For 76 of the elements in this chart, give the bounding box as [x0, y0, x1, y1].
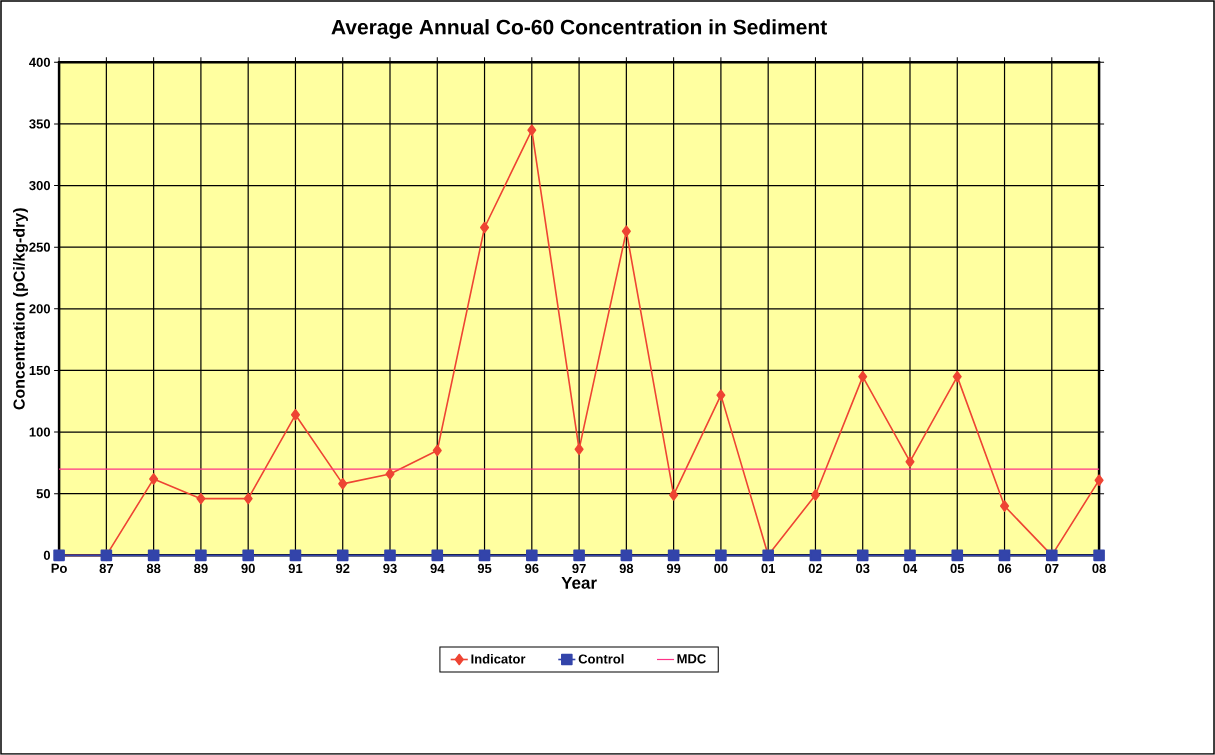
x-tick-label: 88 — [146, 563, 161, 574]
y-tick-label: 250 — [29, 242, 51, 252]
y-tick-label: 100 — [29, 427, 51, 437]
point — [998, 549, 1011, 562]
point — [951, 549, 964, 562]
point — [384, 549, 396, 562]
point — [715, 549, 727, 562]
point — [242, 549, 254, 562]
x-tick-label: 93 — [383, 563, 397, 574]
point — [385, 468, 395, 480]
y-tick-label: 50 — [36, 489, 51, 499]
point — [290, 409, 300, 421]
point — [527, 124, 537, 136]
y-tick-label: 150 — [29, 365, 51, 376]
y-tick-label: 0 — [43, 550, 51, 560]
x-tick-label: 91 — [288, 563, 303, 574]
point — [1093, 549, 1105, 562]
point — [147, 549, 160, 562]
legend-label: Control — [578, 654, 624, 664]
y-axis-title: Concentration (pCi/kg-dry) — [13, 208, 28, 410]
point — [149, 473, 159, 485]
x-tick-label: 97 — [572, 563, 586, 574]
point — [620, 549, 633, 562]
x-tick-label: 98 — [619, 563, 634, 574]
point — [952, 370, 962, 383]
point — [431, 549, 444, 562]
point — [526, 549, 538, 562]
x-axis-title: Year — [561, 576, 597, 589]
point — [669, 489, 679, 501]
point — [667, 549, 680, 562]
point — [999, 500, 1010, 512]
point — [479, 221, 490, 234]
point — [574, 443, 584, 456]
x-tick-label: 96 — [525, 563, 539, 574]
x-tick-label: 04 — [903, 563, 918, 574]
point — [478, 549, 491, 562]
y-tick-label: 200 — [29, 304, 51, 314]
point — [573, 549, 585, 562]
point — [716, 389, 726, 401]
point — [621, 225, 631, 237]
x-tick-label: 92 — [335, 563, 350, 574]
legend-label: MDC — [677, 654, 706, 664]
y-tick-label: 400 — [29, 57, 51, 67]
legend-label: Indicator — [471, 654, 526, 664]
x-tick-label: 07 — [1045, 563, 1059, 574]
x-tick-label: 87 — [99, 563, 114, 574]
x-tick-label: 99 — [666, 563, 681, 574]
x-tick-label: 03 — [856, 563, 870, 574]
x-tick-label: 94 — [430, 563, 445, 574]
x-tick-label: 89 — [194, 563, 208, 574]
point — [243, 492, 253, 505]
point — [195, 549, 207, 562]
chart-title: Average Annual Co-60 Concentration in Sediment — [331, 19, 827, 39]
x-tick-label: 02 — [808, 563, 823, 574]
point — [905, 455, 915, 468]
point — [858, 370, 868, 383]
x-tick-label: 05 — [950, 563, 965, 574]
point — [809, 549, 822, 562]
y-tick-label: 300 — [29, 180, 51, 191]
point — [338, 478, 348, 490]
point — [1094, 474, 1104, 486]
point — [810, 489, 820, 501]
x-tick-label: 95 — [477, 563, 492, 574]
point — [432, 444, 442, 457]
point — [856, 549, 869, 562]
point — [196, 492, 206, 505]
point — [289, 549, 302, 562]
x-tick-label: 01 — [761, 563, 776, 574]
point — [904, 549, 916, 562]
x-tick-label: 00 — [714, 563, 728, 574]
x-tick-label: 90 — [241, 563, 255, 574]
x-tick-label: 08 — [1092, 563, 1106, 574]
point — [336, 549, 349, 562]
x-tick-label: 06 — [997, 563, 1012, 574]
y-tick-label: 350 — [29, 119, 51, 129]
x-tick-label: Po — [51, 563, 67, 573]
